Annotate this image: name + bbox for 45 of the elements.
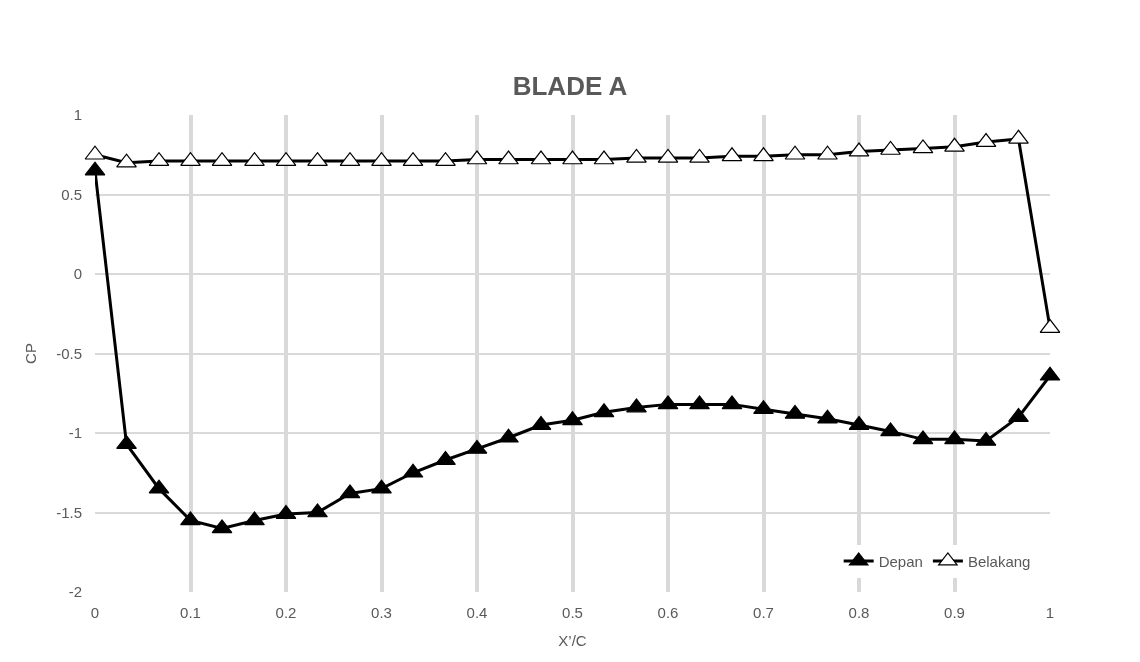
x-tick-label: 1: [1045, 604, 1055, 621]
y-tick-label: -1: [68, 424, 82, 442]
legend-label: Belakang: [967, 552, 1031, 570]
point: [498, 428, 519, 443]
point: [944, 137, 965, 152]
point: [753, 147, 774, 162]
point: [689, 395, 710, 410]
x-axis-title: X’/C: [558, 632, 587, 649]
x-tick-label: 0.5: [562, 604, 583, 621]
legend-label: Depan: [878, 552, 923, 570]
x-tick-label: 0: [90, 604, 100, 621]
y-tick-label: -2: [68, 583, 82, 601]
y-tick-label: -1.5: [56, 503, 82, 521]
y-tick-label: 0: [73, 265, 82, 283]
x-tick-label: 0.3: [371, 604, 392, 621]
x-tick-label: 0.4: [466, 604, 488, 621]
point: [944, 430, 965, 445]
x-tick-label: 0.1: [180, 604, 201, 621]
x-tick-label: 0.6: [657, 604, 679, 621]
point: [180, 511, 201, 526]
point: [817, 409, 838, 424]
point: [371, 479, 392, 494]
point: [880, 140, 901, 155]
x-tick-label: 0.9: [944, 604, 965, 621]
point: [562, 150, 583, 165]
x-tick-label: 0.8: [848, 604, 870, 621]
x-tick-label: 0.2: [275, 604, 297, 621]
point: [689, 148, 710, 163]
y-axis-title: CP: [22, 343, 40, 364]
point: [626, 148, 647, 163]
point: [880, 422, 901, 437]
y-tick-label: -0.5: [56, 344, 82, 362]
point: [626, 398, 647, 413]
point: [244, 511, 265, 526]
point: [435, 450, 456, 465]
point: [562, 411, 583, 426]
x-tick-label: 0.7: [753, 604, 774, 621]
point: [1008, 129, 1029, 144]
y-tick-label: 0.5: [61, 185, 82, 203]
point: [116, 153, 137, 168]
point: [307, 503, 328, 518]
chart-title: BLADE A: [512, 71, 628, 102]
point: [817, 145, 838, 160]
y-tick-label: 1: [73, 106, 82, 124]
point: [498, 150, 519, 165]
